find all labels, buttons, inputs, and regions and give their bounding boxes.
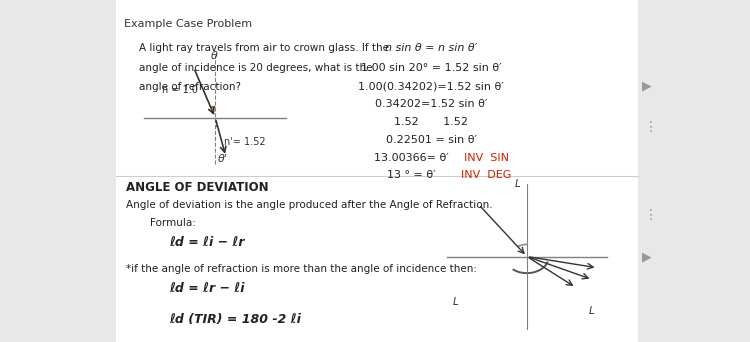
Text: L: L	[453, 297, 458, 307]
Text: A light ray travels from air to crown glass. If the: A light ray travels from air to crown gl…	[139, 43, 388, 53]
Text: Example Case Problem: Example Case Problem	[124, 19, 252, 29]
Text: 13 ° = θ′: 13 ° = θ′	[387, 170, 435, 180]
Text: n'= 1.52: n'= 1.52	[224, 137, 266, 147]
Text: angle of refraction?: angle of refraction?	[139, 82, 241, 92]
Text: 13.00366= θ′: 13.00366= θ′	[374, 153, 448, 162]
Text: n sin θ = n sin θ′: n sin θ = n sin θ′	[386, 43, 477, 53]
Text: ⋮: ⋮	[644, 120, 657, 133]
Text: ℓd = ℓi − ℓr: ℓd = ℓi − ℓr	[169, 236, 244, 249]
Text: INV  SIN: INV SIN	[464, 153, 509, 162]
Text: ℓd = ℓr − ℓi: ℓd = ℓr − ℓi	[169, 282, 244, 295]
Text: θ: θ	[211, 51, 218, 61]
Text: 1.00(0.34202)=1.52 sin θ′: 1.00(0.34202)=1.52 sin θ′	[358, 81, 504, 91]
Text: ⋮: ⋮	[644, 209, 657, 222]
Text: ANGLE OF DEVIATION: ANGLE OF DEVIATION	[126, 181, 268, 194]
Text: L: L	[589, 306, 595, 316]
Text: 1.00 sin 20° = 1.52 sin θ′: 1.00 sin 20° = 1.52 sin θ′	[361, 63, 502, 73]
Text: INV  DEG: INV DEG	[460, 170, 512, 180]
Text: 0.34202=1.52 sin θ′: 0.34202=1.52 sin θ′	[375, 99, 488, 109]
Text: ▶: ▶	[642, 79, 652, 92]
Text: angle of incidence is 20 degrees, what is the: angle of incidence is 20 degrees, what i…	[139, 63, 372, 73]
Text: ▶: ▶	[642, 250, 652, 263]
Text: θ': θ'	[217, 154, 227, 164]
Text: 0.22501 = sin θ′: 0.22501 = sin θ′	[386, 135, 477, 145]
Text: Angle of deviation is the angle produced after the Angle of Refraction.: Angle of deviation is the angle produced…	[126, 200, 493, 210]
Text: n = 1.0: n = 1.0	[162, 85, 198, 95]
Text: *if the angle of refraction is more than the angle of incidence then:: *if the angle of refraction is more than…	[126, 264, 477, 274]
Text: L: L	[514, 179, 520, 189]
Text: ℓd (TIR) = 180 -2 ℓi: ℓd (TIR) = 180 -2 ℓi	[169, 313, 301, 326]
Text: 1.52       1.52: 1.52 1.52	[394, 117, 468, 127]
Text: Formula:: Formula:	[150, 218, 196, 228]
